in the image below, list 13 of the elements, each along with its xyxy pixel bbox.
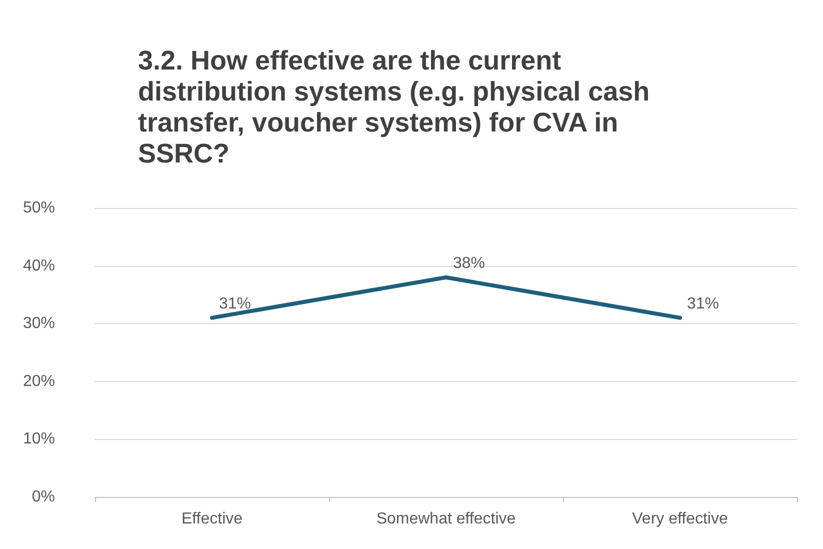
y-tick-label: 40% [22, 257, 55, 274]
x-tick-label: Effective [181, 510, 243, 528]
y-tick-label: 0% [32, 488, 55, 506]
y-tick-label: 50% [22, 200, 55, 216]
x-tick-label: Somewhat effective [376, 510, 516, 528]
data-label: 31% [219, 295, 252, 312]
chart-title: 3.2. How effective are the current distribution systems (e.g. physical cash transfer, voucher systems) for CVA in SSRC? [138, 46, 658, 168]
x-tick-label: Very effective [632, 510, 728, 528]
y-tick-label: 30% [22, 315, 55, 332]
y-tick-label: 20% [22, 372, 55, 390]
data-label: 38% [453, 254, 486, 272]
data-label: 31% [687, 295, 720, 312]
y-tick-label: 10% [22, 430, 55, 448]
